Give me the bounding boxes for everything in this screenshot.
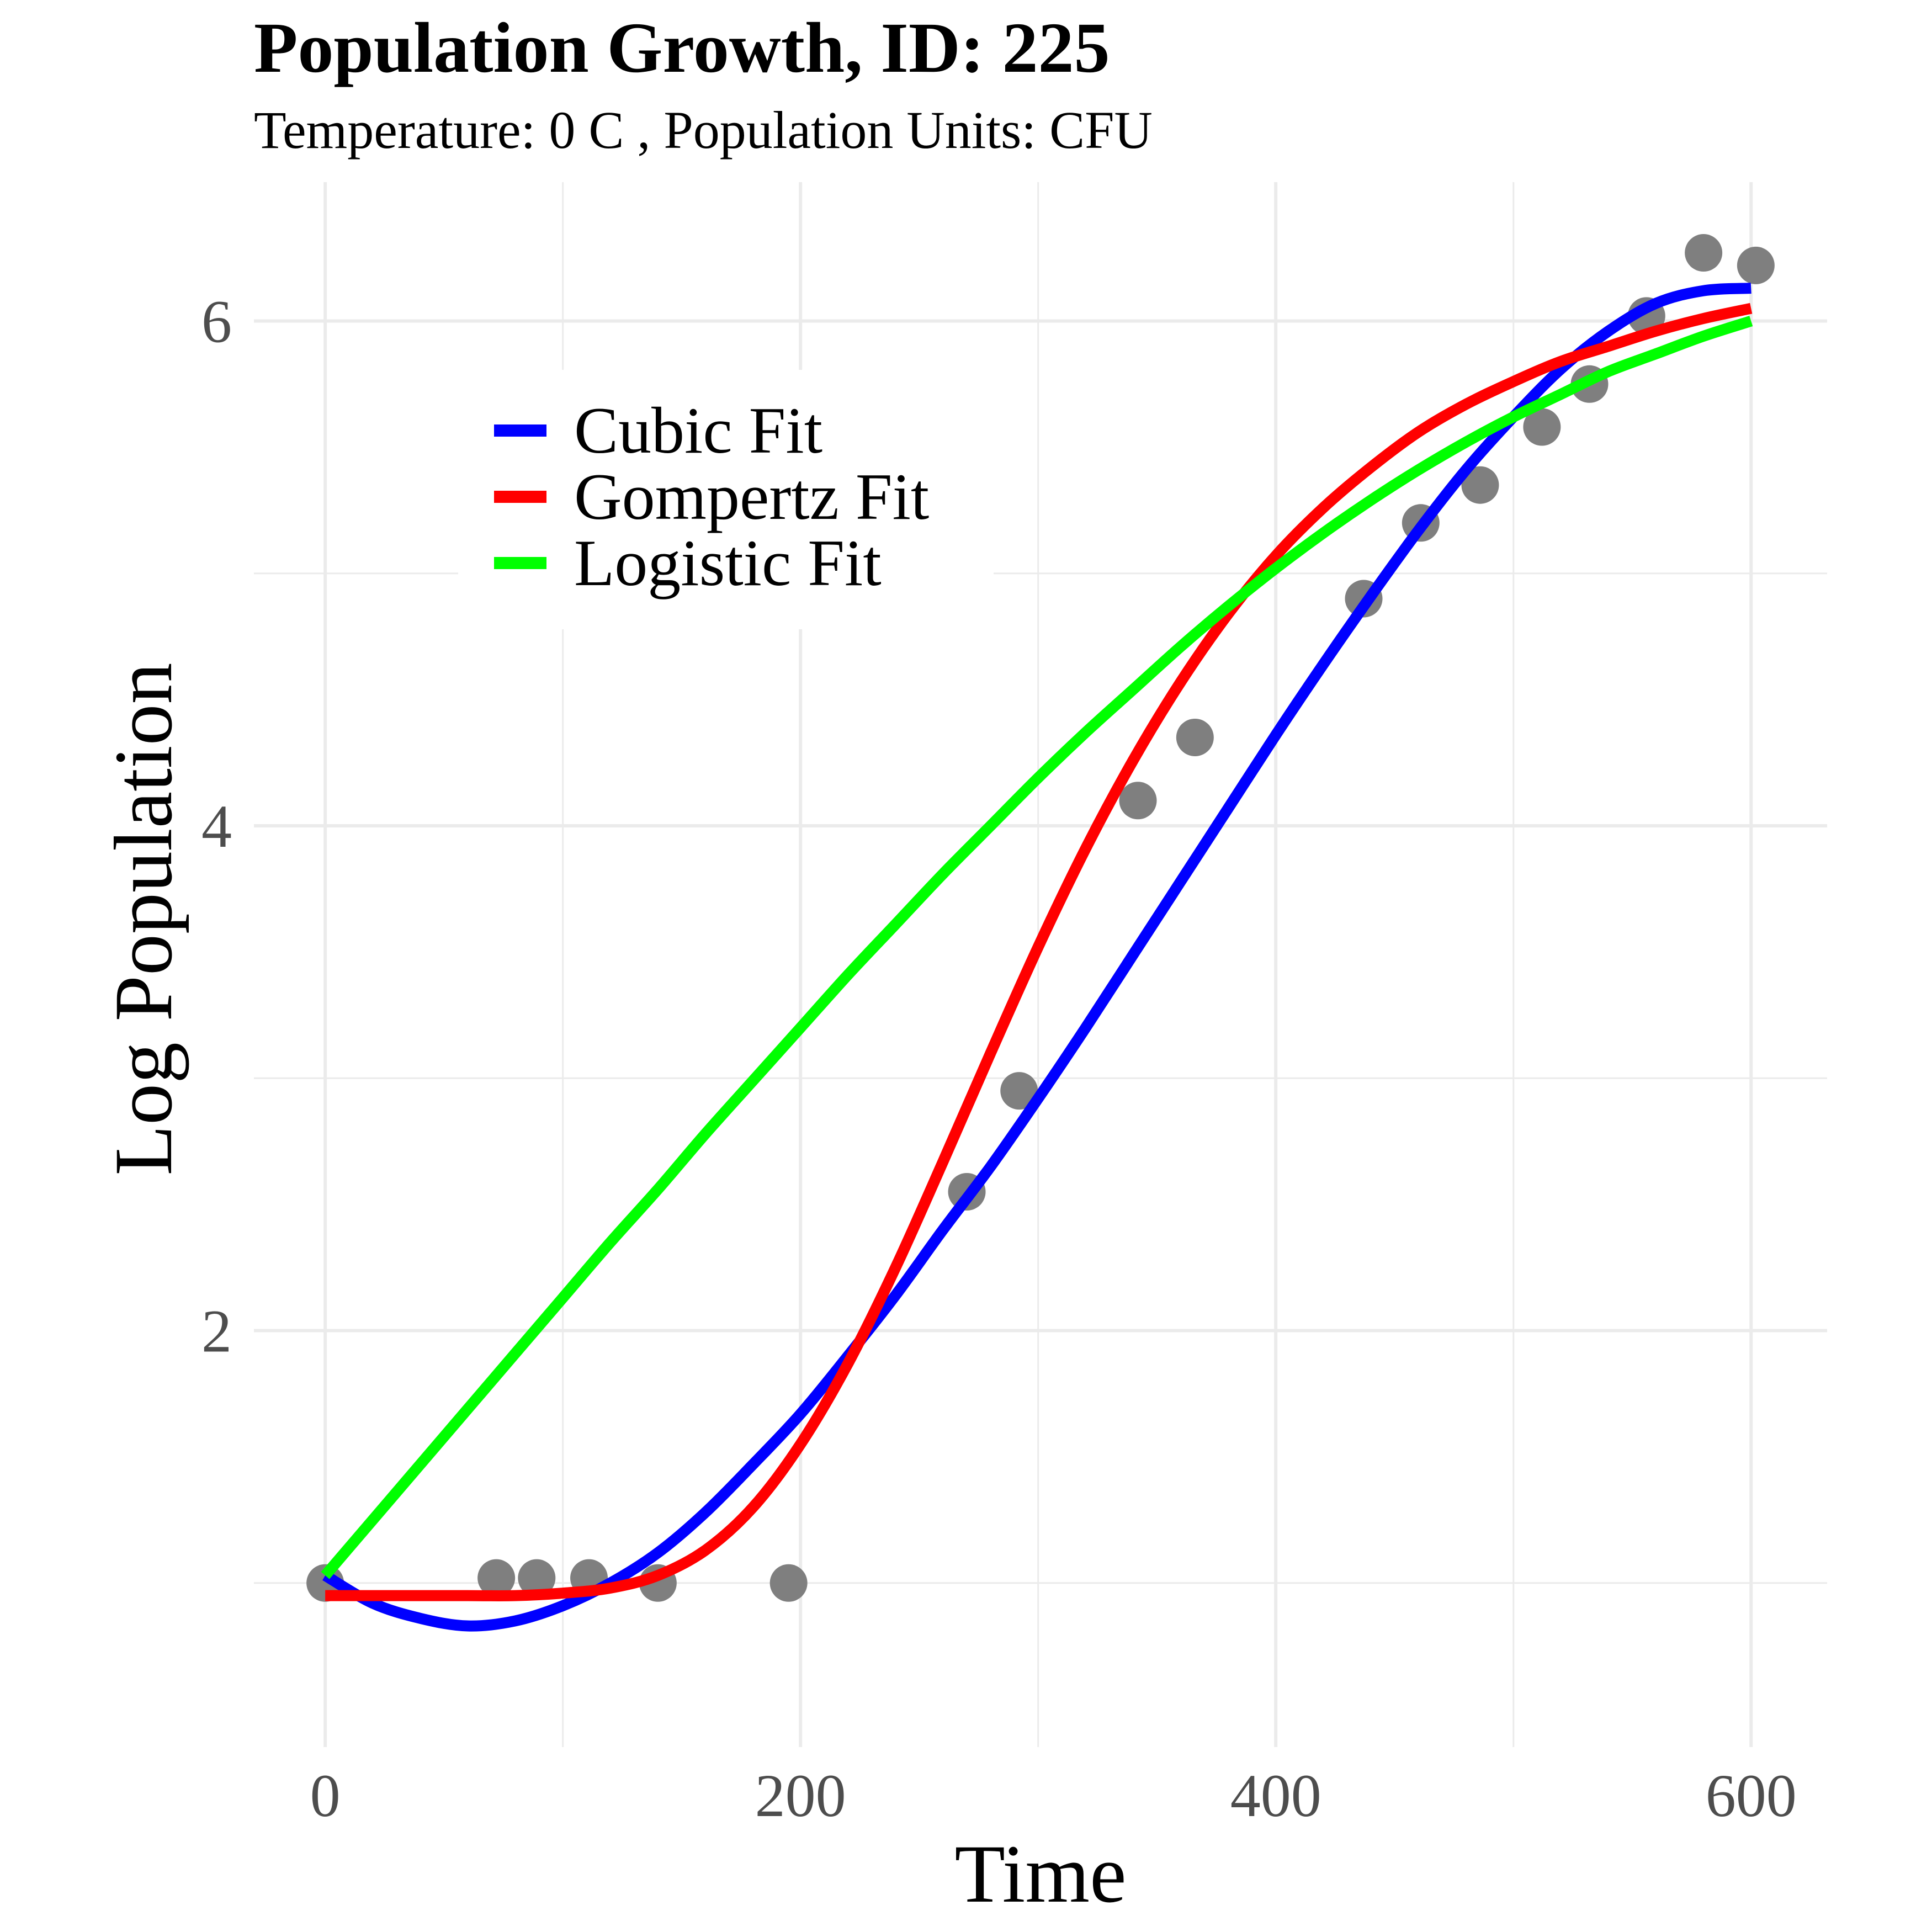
x-tick-label: 0 (310, 1762, 341, 1829)
x-tick-label: 400 (1230, 1762, 1321, 1829)
legend-label: Cubic Fit (574, 394, 822, 467)
chart-subtitle: Temperature: 0 C , Population Units: CFU (254, 100, 1153, 160)
x-tick-label: 600 (1706, 1762, 1797, 1829)
series-line-gompertz-fit (325, 302, 1753, 1601)
legend-background (458, 370, 994, 629)
data-point (1461, 466, 1499, 504)
x-axis-label: Time (954, 1828, 1126, 1920)
data-point (1737, 246, 1775, 284)
fit-lines (321, 283, 1753, 1632)
y-tick-label: 2 (201, 1298, 232, 1365)
data-point (1119, 782, 1157, 820)
data-point (1685, 234, 1723, 272)
legend-label: Gompertz Fit (574, 460, 929, 533)
x-tick-labels: 0 200 400 600 (310, 1762, 1797, 1829)
x-tick-label: 200 (755, 1762, 846, 1829)
data-point (769, 1564, 808, 1602)
y-tick-label: 6 (201, 288, 232, 355)
y-tick-label: 4 (201, 793, 232, 860)
data-point (477, 1559, 516, 1597)
chart-title: Population Growth, ID: 225 (254, 8, 1110, 88)
y-tick-labels: 2 4 6 (201, 288, 232, 1365)
data-point (1523, 408, 1561, 446)
legend-label: Logistic Fit (574, 526, 882, 599)
data-point (518, 1559, 556, 1597)
y-axis-label: Log Population (98, 662, 189, 1175)
data-point (1176, 718, 1214, 756)
data-point (1000, 1072, 1038, 1110)
series-line-logistic-fit (321, 315, 1753, 1579)
